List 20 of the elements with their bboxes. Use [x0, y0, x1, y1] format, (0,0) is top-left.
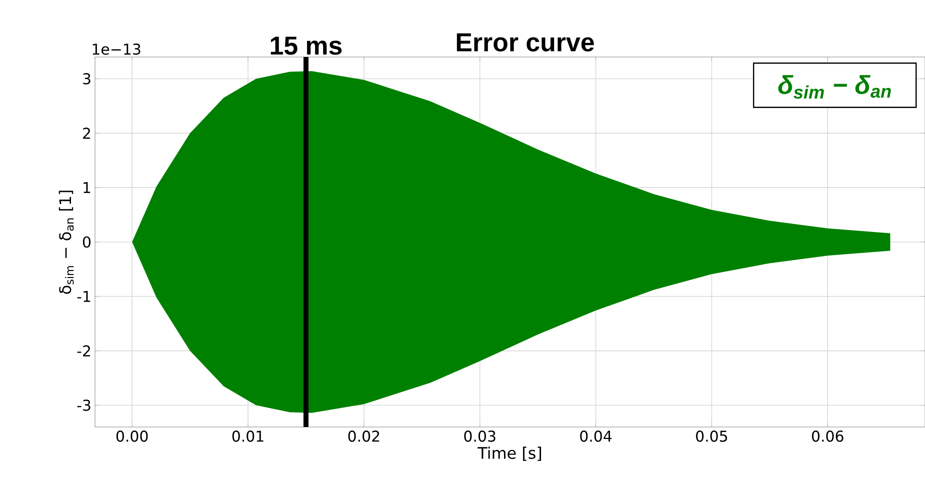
y-tick-label: -1 [77, 290, 90, 302]
y-tick-label: -3 [77, 400, 90, 411]
y-tick-label: 2 [83, 128, 90, 139]
ref-line-label: 15 ms [270, 36, 342, 55]
y-tick-label: 0 [82, 236, 90, 248]
x-tick-label: 0.01 [232, 430, 264, 442]
chart-title: Error curve [456, 33, 594, 52]
y-tick-label: 3 [83, 73, 90, 84]
x-tick-label: 0.04 [580, 430, 612, 442]
y-tick-label: 1 [84, 182, 90, 194]
text: 1e−13 [92, 43, 140, 55]
y-axis-title: δ$_{sim}$ − δ$_{an}$ [1] [58, 190, 74, 294]
x-tick-label: 0.03 [464, 430, 496, 442]
x-axis-title: Time [s] [478, 446, 542, 461]
x-tick-label: 0.00 [116, 430, 148, 442]
x-tick-label: 0.06 [812, 430, 844, 442]
x-tick-label: 0.02 [348, 430, 380, 442]
x-tick-label: 0.05 [696, 430, 728, 442]
y-tick-label: -2 [77, 345, 90, 356]
text: δ$_{sim}$ − δ$_{an}$ [778, 75, 891, 99]
